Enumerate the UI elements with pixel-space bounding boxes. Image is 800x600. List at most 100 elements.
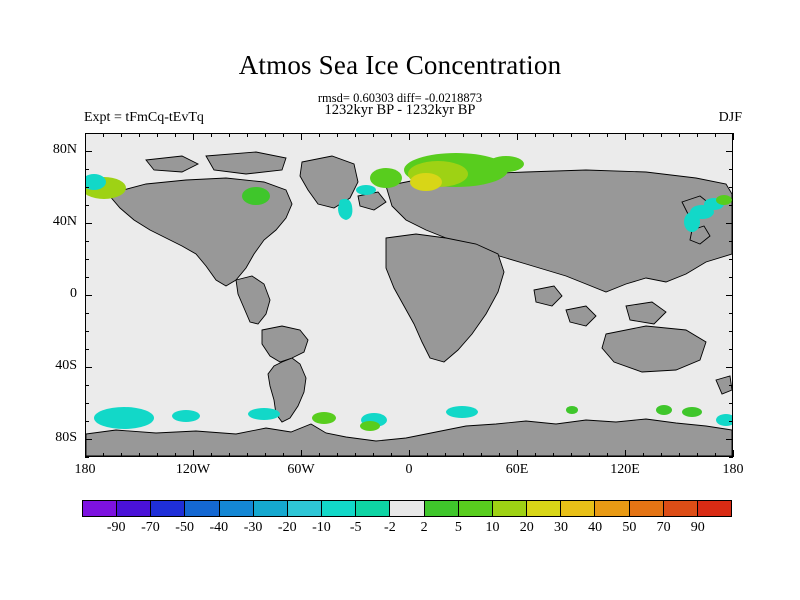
colorbar-tick-label: 30 (553, 520, 568, 535)
colorbar-segment[interactable] (83, 501, 118, 516)
anomaly-amundsen-sea (94, 407, 154, 429)
colorbar-segment[interactable] (287, 501, 323, 516)
colorbar-segment[interactable] (629, 501, 664, 516)
colorbar-segment[interactable] (151, 501, 186, 516)
colorbar-segment[interactable] (390, 501, 425, 516)
anomaly-bering-west (716, 195, 732, 205)
x-axis-tick-top (499, 133, 500, 137)
map-svg (86, 134, 732, 456)
x-axis-tick-top (427, 133, 428, 137)
x-axis-tick (553, 453, 554, 457)
x-axis-tick (319, 453, 320, 457)
anomaly-mawson-coast (656, 405, 672, 415)
anomaly-ross-sea (716, 414, 732, 426)
colorbar[interactable] (82, 500, 732, 517)
africa (385, 233, 505, 363)
arctic-island-west (145, 155, 200, 173)
x-axis-tick-top (355, 133, 356, 137)
landmasses (86, 151, 732, 456)
colorbar-tick-label: -5 (349, 520, 362, 535)
colorbar-segment[interactable] (697, 501, 731, 516)
y-axis-tick-right (729, 313, 733, 314)
x-axis-tick (85, 450, 86, 457)
x-axis-tick-top (85, 133, 86, 140)
x-axis-label: 120E (610, 462, 640, 477)
colorbar-tick-label: -50 (175, 520, 194, 535)
x-axis-tick (481, 453, 482, 457)
y-axis-tick-right (729, 169, 733, 170)
y-axis-tick-right (726, 295, 733, 296)
north-america (107, 177, 293, 287)
colorbar-tick-label: -10 (312, 520, 331, 535)
x-axis-tick-top (175, 133, 176, 137)
y-axis-tick-right (729, 403, 733, 404)
x-axis-tick (643, 453, 644, 457)
colorbar-segment[interactable] (561, 501, 596, 516)
x-axis-tick (355, 453, 356, 457)
x-axis-tick (103, 453, 104, 457)
y-axis-tick-right (729, 385, 733, 386)
x-axis-label: 60W (287, 462, 315, 477)
x-axis-tick (211, 453, 212, 457)
colorbar-tick-label: 90 (690, 520, 705, 535)
page-title: Atmos Sea Ice Concentration (238, 50, 562, 80)
anomaly-norwegian-sea (410, 173, 442, 191)
y-axis-tick-right (726, 439, 733, 440)
colorbar-segment[interactable] (663, 501, 698, 516)
colorbar-segment[interactable] (253, 501, 288, 516)
india (565, 305, 597, 327)
x-axis-label: 0 (405, 462, 413, 477)
colorbar-segment[interactable] (185, 501, 220, 516)
y-axis-tick (85, 439, 92, 440)
colorbar-tick-label: -20 (277, 520, 297, 535)
colorbar-tick-label: 20 (519, 520, 534, 535)
x-axis-label: 120W (175, 462, 211, 477)
y-axis-label: 80S (55, 430, 77, 445)
colorbar-segment[interactable] (322, 501, 357, 516)
anomaly-davis-sea (566, 406, 578, 414)
x-axis-tick (535, 453, 536, 457)
x-axis-tick-top (463, 133, 464, 137)
y-axis-tick-right (729, 259, 733, 260)
x-axis-label: 180 (74, 462, 96, 477)
x-axis-tick-top (157, 133, 158, 137)
colorbar-segment[interactable] (595, 501, 630, 516)
x-axis-tick-top (373, 133, 374, 137)
x-axis-tick-top (409, 133, 410, 140)
x-axis-tick-top (697, 133, 698, 137)
y-axis-label: 40N (52, 214, 77, 229)
y-axis-tick (85, 367, 92, 368)
anomaly-kara-sea (488, 156, 524, 172)
central-america (235, 275, 271, 325)
y-axis-tick-right (729, 241, 733, 242)
x-axis-tick-top (193, 133, 194, 140)
y-axis-label: 0 (70, 286, 77, 301)
anomaly-dumont-durville (682, 407, 702, 417)
colorbar-segment[interactable] (117, 501, 152, 516)
y-axis-tick-right (729, 133, 733, 134)
x-axis-tick-top (103, 133, 104, 137)
south-america-north (261, 325, 309, 363)
colorbar-segment[interactable] (424, 501, 459, 516)
colorbar-segment[interactable] (356, 501, 391, 516)
y-axis-tick (85, 295, 92, 296)
y-axis-tick (85, 385, 89, 386)
colorbar-segment[interactable] (219, 501, 254, 516)
x-axis-tick (661, 453, 662, 457)
y-axis-tick-right (729, 457, 733, 458)
y-axis-tick (85, 349, 89, 350)
anomaly-riiser-larsen (446, 406, 478, 418)
colorbar-tick-label: -90 (106, 520, 126, 535)
colorbar-segment[interactable] (492, 501, 528, 516)
arabia (533, 285, 563, 307)
colorbar-tick-label: -70 (141, 520, 160, 535)
x-axis-tick-top (733, 133, 734, 140)
colorbar-tick-label: 70 (656, 520, 671, 535)
y-axis-tick (85, 457, 89, 458)
southeast-asia (625, 301, 667, 325)
colorbar-segment[interactable] (458, 501, 493, 516)
colorbar-segment[interactable] (527, 501, 562, 516)
colorbar-tick-label: 10 (485, 520, 500, 535)
australia (601, 325, 707, 373)
